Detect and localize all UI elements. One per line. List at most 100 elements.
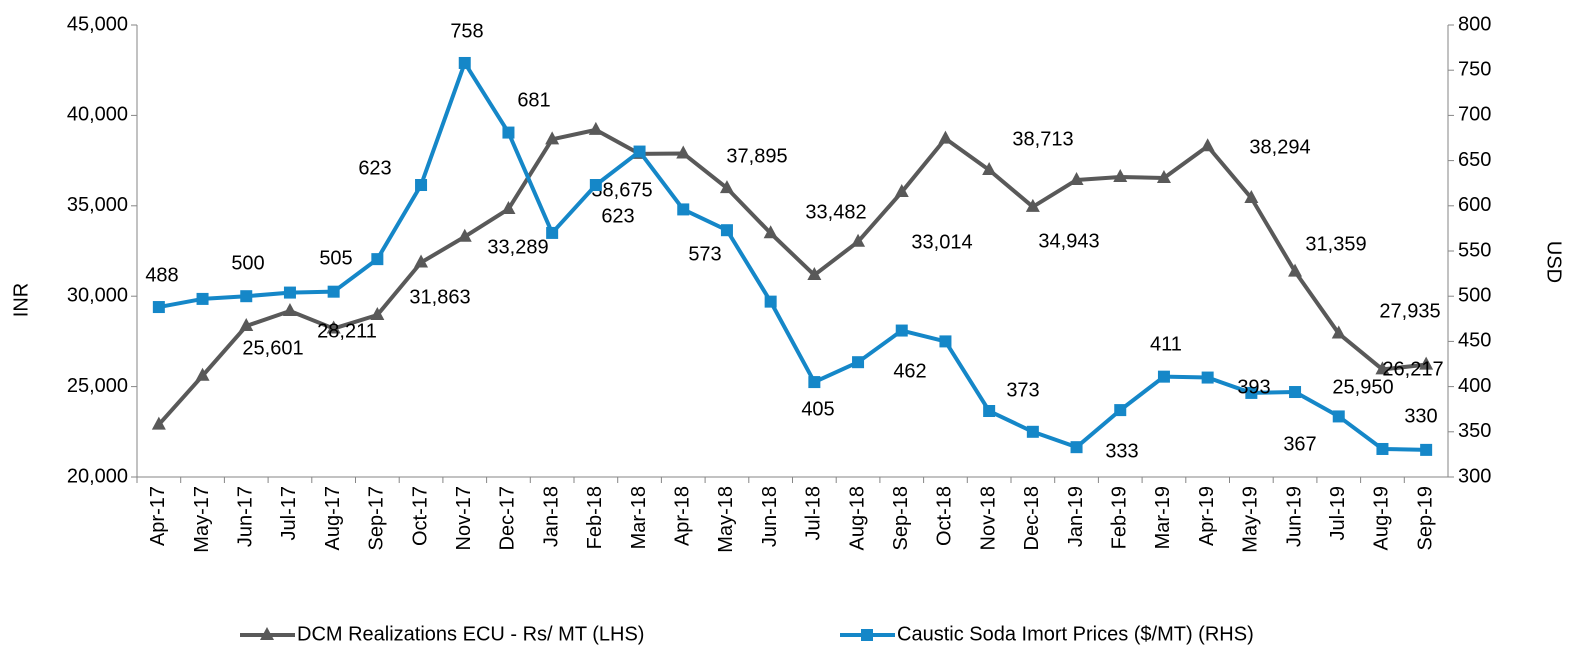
data-point <box>546 226 559 239</box>
x-tick-label: May-17 <box>191 486 213 553</box>
x-tick-label: Oct-17 <box>409 486 431 546</box>
y2-tick-label: 300 <box>1458 465 1491 487</box>
data-point <box>457 228 472 242</box>
data-point <box>1157 370 1170 383</box>
data-point <box>720 224 733 237</box>
x-tick-label: Aug-17 <box>322 486 344 551</box>
data-point <box>589 179 602 192</box>
x-tick-label: Jan-18 <box>540 486 562 547</box>
data-label: 25,950 <box>1332 376 1393 398</box>
data-point <box>1375 361 1390 375</box>
x-tick-label: May-18 <box>715 486 737 553</box>
data-point <box>1245 386 1258 399</box>
x-tick-label: Dec-17 <box>497 486 519 550</box>
data-point <box>545 131 560 145</box>
data-point <box>983 405 996 418</box>
data-point <box>807 267 822 281</box>
x-tick-label: Sep-17 <box>366 486 388 551</box>
data-point <box>370 307 385 321</box>
data-point <box>371 253 384 266</box>
data-label: 28,211 <box>317 320 377 342</box>
data-point <box>282 303 297 317</box>
y2-axis-label: USD <box>1543 241 1565 283</box>
series-line <box>158 60 1427 452</box>
data-label: 34,943 <box>1038 230 1099 252</box>
data-point <box>326 320 341 334</box>
x-tick-label: Jan-19 <box>1065 486 1087 547</box>
data-point <box>719 180 734 194</box>
data-point <box>1332 410 1345 423</box>
x-tick-label: Apr-18 <box>672 486 694 546</box>
data-point <box>1114 404 1127 417</box>
y2-tick-label: 450 <box>1458 330 1491 352</box>
data-label: 38,713 <box>1012 128 1073 150</box>
data-point <box>1200 138 1215 152</box>
y-tick-label: 30,000 <box>67 284 128 306</box>
data-label: 405 <box>801 398 834 420</box>
data-point <box>982 162 997 176</box>
data-label: 33,289 <box>487 236 548 258</box>
x-tick-label: Jun-19 <box>1283 486 1305 547</box>
x-tick-label: Feb-18 <box>584 486 606 549</box>
x-tick-label: Mar-19 <box>1152 486 1174 549</box>
y2-tick-label: 750 <box>1458 58 1491 80</box>
data-point <box>1244 190 1259 204</box>
data-label: 488 <box>145 264 178 286</box>
x-tick-label: Jun-17 <box>235 486 257 547</box>
data-label: 758 <box>450 20 483 42</box>
data-point <box>1288 263 1303 277</box>
x-tick-label: Feb-19 <box>1109 486 1131 549</box>
data-label: 623 <box>358 157 391 179</box>
data-point <box>458 56 471 69</box>
data-point <box>1419 356 1434 370</box>
data-label: 505 <box>319 247 352 269</box>
data-point <box>502 126 515 139</box>
data-point <box>1113 169 1128 183</box>
data-label: 27,935 <box>1379 300 1440 322</box>
data-point <box>1070 441 1083 454</box>
data-point <box>327 285 340 298</box>
data-label: 500 <box>231 252 264 274</box>
data-label: 411 <box>1150 333 1182 355</box>
data-label: 38,294 <box>1249 136 1310 158</box>
data-point <box>808 376 821 389</box>
data-point <box>633 145 646 158</box>
legend-label: DCM Realizations ECU - Rs/ MT (LHS) <box>297 623 644 645</box>
x-tick-label: Apr-19 <box>1196 486 1218 546</box>
data-point <box>676 145 691 159</box>
data-label: 367 <box>1283 433 1316 455</box>
x-tick-label: May-19 <box>1240 486 1262 553</box>
data-point <box>677 203 690 216</box>
data-point <box>851 233 866 247</box>
data-point <box>1201 371 1214 384</box>
y-tick-label: 25,000 <box>67 375 128 397</box>
data-point <box>195 367 210 381</box>
data-label: 573 <box>688 243 721 265</box>
y-tick-label: 35,000 <box>67 194 128 216</box>
y2-tick-label: 400 <box>1458 375 1491 397</box>
y2-tick-label: 550 <box>1458 239 1491 261</box>
data-label: 31,863 <box>409 286 470 308</box>
data-point <box>1026 425 1039 438</box>
data-point <box>240 290 253 303</box>
legend-label: Caustic Soda Imort Prices ($/MT) (RHS) <box>897 623 1254 645</box>
data-label: 33,014 <box>911 231 972 253</box>
x-tick-label: Nov-18 <box>977 486 999 550</box>
x-tick-label: Jul-17 <box>278 486 300 540</box>
x-tick-label: Jul-18 <box>803 486 825 540</box>
data-point <box>895 324 908 337</box>
data-point <box>1376 442 1389 455</box>
data-label: 26,217 <box>1382 358 1443 380</box>
y2-tick-label: 600 <box>1458 194 1491 216</box>
y2-tick-label: 500 <box>1458 284 1491 306</box>
x-tick-label: Apr-17 <box>147 486 169 546</box>
data-point <box>501 201 516 215</box>
data-label: 25,601 <box>242 337 303 359</box>
data-label: 393 <box>1237 376 1270 398</box>
x-tick-label: Jul-19 <box>1327 486 1349 540</box>
legend-marker <box>861 629 873 641</box>
data-label: 623 <box>601 205 634 227</box>
data-point <box>414 254 429 268</box>
x-tick-label: Nov-17 <box>453 486 475 550</box>
